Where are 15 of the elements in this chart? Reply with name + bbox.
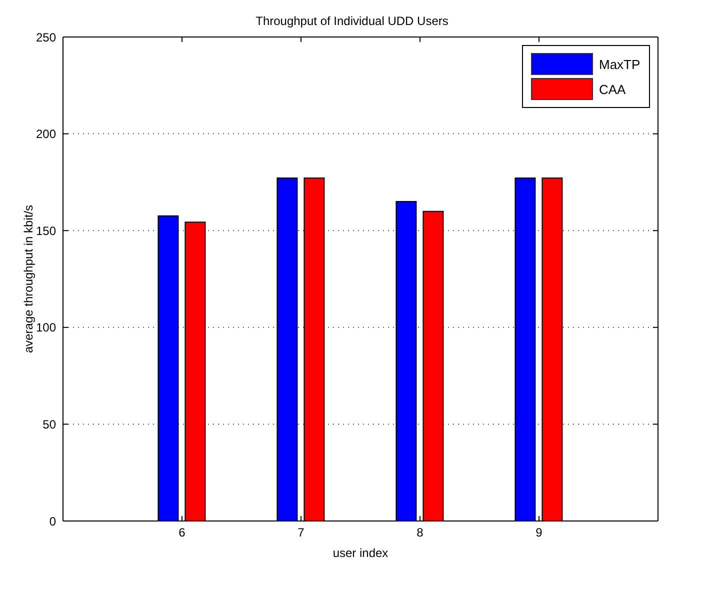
y-axis-title: average throughput in kbit/s — [21, 204, 36, 354]
x-axis-title: user index — [332, 546, 388, 560]
y-tick-label: 250 — [36, 30, 56, 44]
y-tick-label: 200 — [36, 127, 56, 142]
y-tick-label: 0 — [49, 514, 56, 528]
x-tick-label: 8 — [416, 526, 424, 540]
x-tick-label: 6 — [178, 526, 186, 540]
x-tick-label: 7 — [298, 526, 305, 540]
y-tick-label: 100 — [36, 320, 56, 335]
legend-label: MaxTP — [599, 56, 640, 72]
y-tick-label: 150 — [36, 224, 56, 238]
x-tick-label: 9 — [536, 526, 543, 540]
chart-title: Throughput of Individual UDD Users — [254, 14, 450, 28]
legend-label: CAA — [599, 82, 626, 96]
y-tick-label: 50 — [42, 417, 56, 432]
